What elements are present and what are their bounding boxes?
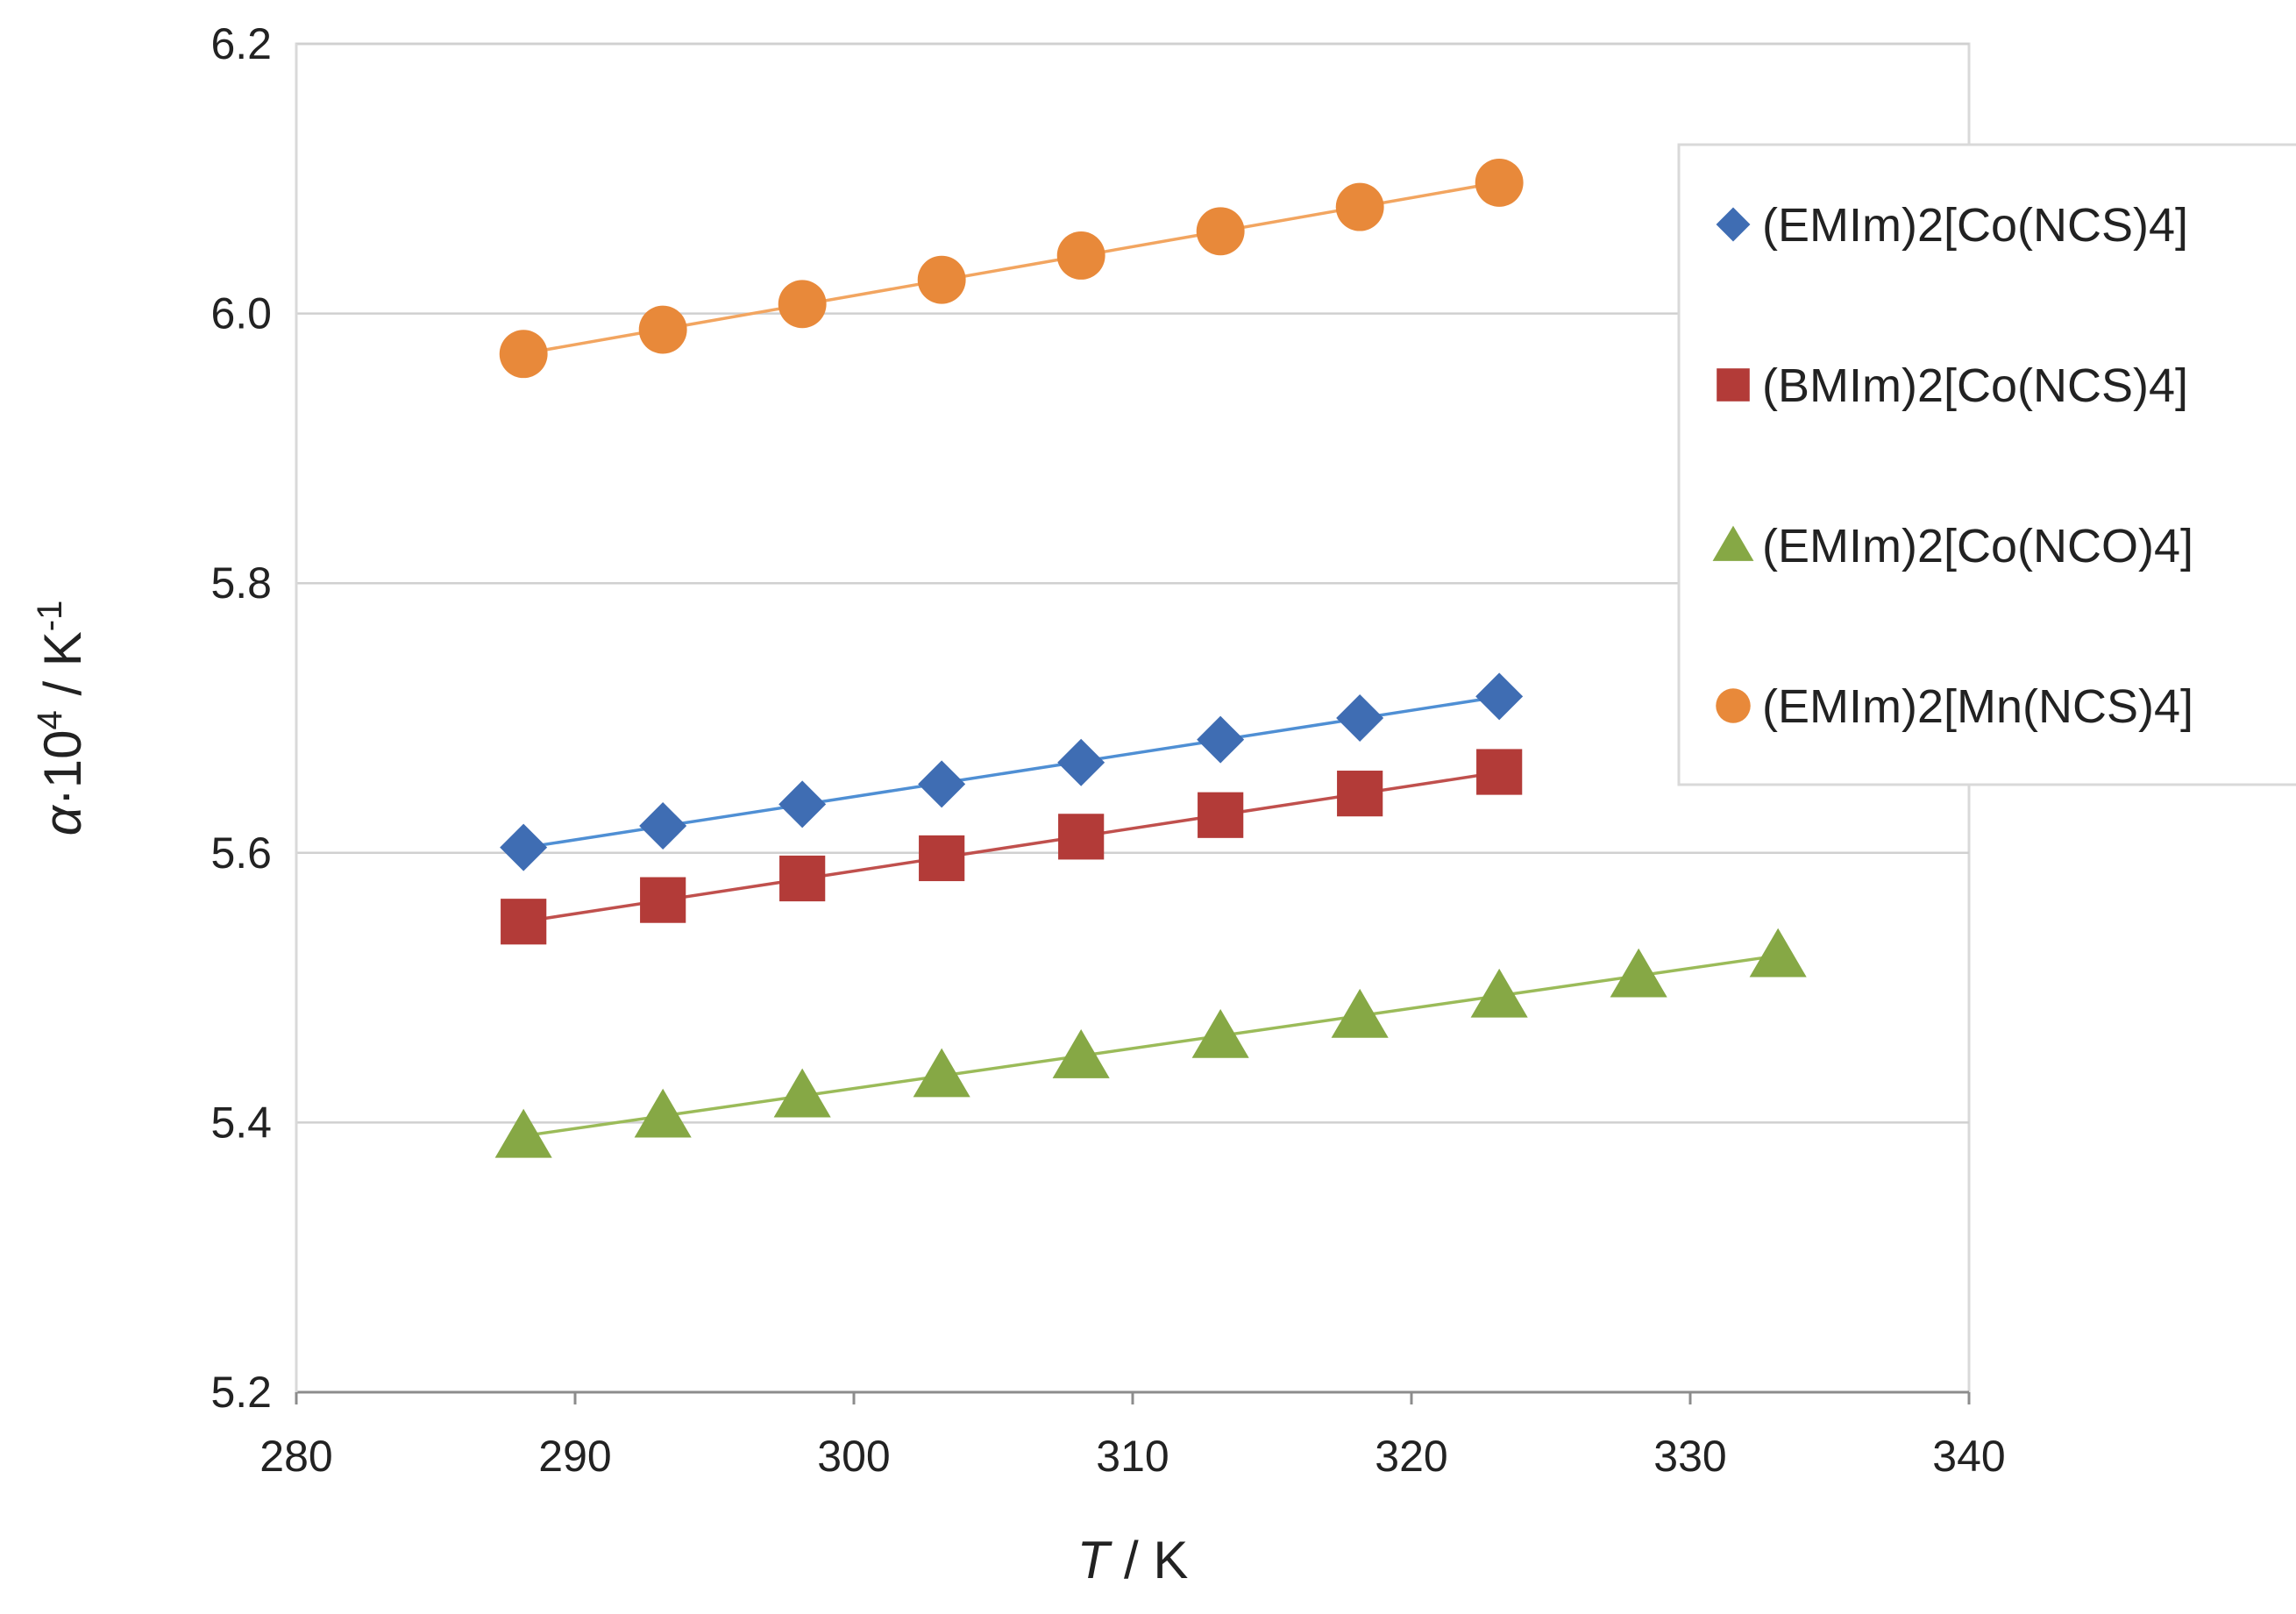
series-diamond [500, 672, 1524, 871]
data-point [1335, 182, 1384, 231]
y-tick-label: 6.2 [210, 19, 272, 68]
x-axis-ticks: 280 290 300 310 320 330 340 [259, 1392, 2006, 1481]
data-point [1052, 1029, 1110, 1078]
y-tick-label: 5.8 [210, 558, 272, 608]
data-point [639, 802, 687, 850]
legend-marker [1716, 688, 1751, 723]
x-tick-label: 320 [1375, 1432, 1447, 1481]
data-point [773, 1068, 831, 1118]
series-square [501, 749, 1523, 945]
x-tick-label: 340 [1932, 1432, 2005, 1481]
legend-marker [1712, 525, 1754, 561]
x-tick-label: 290 [538, 1432, 611, 1481]
data-point [1336, 694, 1384, 742]
data-point [638, 305, 687, 354]
series-triangle [494, 928, 1807, 1158]
x-axis-title: T / K [1077, 1531, 1189, 1589]
y-tick-label: 5.4 [210, 1098, 272, 1147]
data-point [1056, 231, 1105, 280]
data-point [1749, 928, 1807, 978]
data-point [778, 780, 827, 828]
legend-box [1677, 143, 2296, 786]
data-point [918, 760, 966, 808]
x-tick-label: 330 [1653, 1432, 1726, 1481]
series-circle [499, 158, 1524, 379]
data-point [494, 1108, 552, 1158]
legend: (EMIm)2[Co(NCS)4] (BMIm)2[Co(NCS)4] (EMIm)… [1677, 143, 2296, 786]
series-layer [494, 158, 1807, 1158]
legend-marker [1717, 368, 1750, 402]
data-point [1475, 672, 1524, 721]
y-axis-title: α·104 / K-1 [31, 601, 92, 836]
data-point [1191, 1008, 1249, 1058]
data-point [1331, 988, 1389, 1038]
data-point [1198, 792, 1244, 838]
y-tick-label: 6.0 [210, 289, 272, 338]
data-point [499, 330, 548, 379]
data-point [640, 877, 686, 923]
data-point [1610, 948, 1667, 998]
legend-items: (EMIm)2[Co(NCS)4] (BMIm)2[Co(NCS)4] (EMIm)… [1712, 199, 2193, 733]
y-axis-ticks: 5.2 5.4 5.6 5.8 6.0 6.2 [210, 19, 272, 1417]
legend-label: (EMIm)2[Co(NCS)4] [1762, 199, 2188, 252]
x-tick-label: 310 [1096, 1432, 1169, 1481]
trendline [522, 695, 1500, 850]
data-point [778, 280, 827, 329]
legend-label: (EMIm)2[Mn(NCS)4] [1762, 680, 2193, 733]
data-point [634, 1088, 692, 1138]
data-point [779, 855, 826, 902]
data-point [913, 1048, 970, 1098]
data-point [1058, 814, 1105, 860]
y-tick-label: 5.2 [210, 1368, 272, 1417]
trendline [522, 954, 1779, 1138]
data-point [501, 899, 547, 945]
data-point [1470, 968, 1528, 1018]
data-point [1475, 158, 1524, 207]
x-tick-label: 280 [259, 1432, 332, 1481]
data-point [1197, 715, 1245, 764]
data-point [1476, 749, 1523, 795]
y-tick-label: 5.6 [210, 828, 272, 878]
data-point [1337, 771, 1383, 817]
x-tick-label: 300 [817, 1432, 890, 1481]
data-point [919, 835, 965, 882]
data-point [917, 255, 966, 304]
legend-marker [1716, 207, 1751, 242]
data-point [500, 823, 548, 871]
trendline [522, 771, 1500, 923]
data-point [1196, 207, 1245, 256]
legend-label: (BMIm)2[Co(NCS)4] [1762, 359, 2188, 412]
data-point [1057, 738, 1105, 786]
gridlines [296, 42, 1969, 1124]
legend-label: (EMIm)2[Co(NCO)4] [1762, 520, 2193, 572]
